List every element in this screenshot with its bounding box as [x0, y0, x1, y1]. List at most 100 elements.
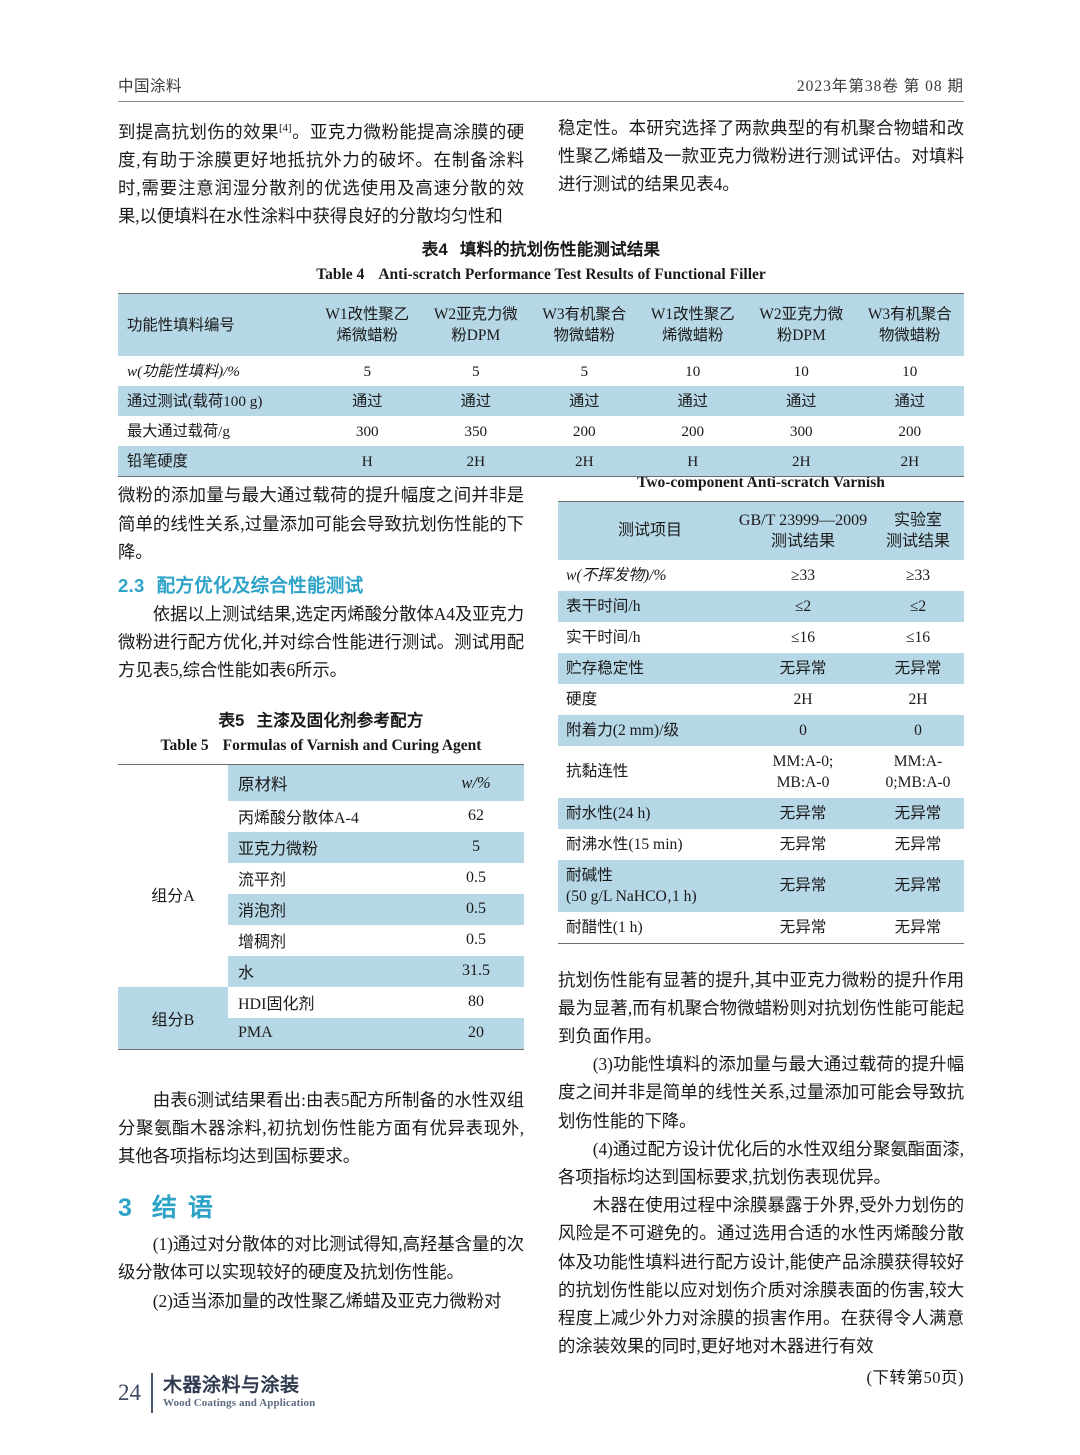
table4-block: 表4 填料的抗划伤性能测试结果 Table 4 Anti-scratch Perfo…	[118, 236, 964, 477]
table4-row-label: 铅笔硬度	[127, 452, 188, 470]
conclusion-2-cont: 抗划伤性能有显著的提升,其中亚克力微粉的提升作用最为显著,而有机聚合物微蜡粉则对…	[558, 969, 964, 1047]
table-row: w(不挥发物)/% ≥33 ≥33	[558, 559, 964, 591]
table5-material: 流平剂	[238, 872, 287, 890]
table6-gb: ≤2	[794, 597, 812, 615]
table5-header-row: 原材料 w/%	[118, 764, 524, 801]
table4-cell: 通过	[352, 392, 383, 410]
heading-3: 3 结 语	[118, 1188, 524, 1224]
table-row: 附着力(2 mm)/级 0 0	[558, 714, 964, 746]
heading-2-3: 2.3 配方优化及综合性能测试	[118, 572, 524, 598]
table-row: 耐水性(24 h) 无异常 无异常	[558, 797, 964, 829]
table6-gb: 无异常	[779, 877, 827, 895]
left-column: 到提高抗划伤的效果[4]。亚克力微粉能提高涂膜的硬度,有助于涂膜更好地抵抗外力的…	[118, 114, 524, 1388]
table6-item: 贮存稳定性	[566, 659, 644, 677]
running-head: 中国涂料 2023年第38卷 第 08 期	[118, 74, 964, 96]
table6-lab: 无异常	[894, 804, 942, 822]
paragraph-after-table5: 由表6测试结果看出:由表5配方所制备的水性双组分聚氨酯木器涂料,初抗划伤性能方面…	[118, 1089, 524, 1167]
table5-caption-en: Table 5 Formulas of Varnish and Curing Ag…	[160, 736, 482, 754]
table5-material: 丙烯酸分散体A-4	[238, 810, 359, 828]
paragraph-right-top: 稳定性。本研究选择了两款典型的有机聚合物蜡和改性聚乙烯蜡及一款亚克力微粉进行测试…	[558, 118, 964, 195]
table-row: 通过测试(载荷100 g) 通过 通过 通过 通过 通过 通过	[118, 386, 964, 416]
continued-note: (下转第50页)	[866, 1368, 964, 1388]
table5-material: 增稠剂	[238, 934, 287, 952]
table6-lab: ≤16	[905, 628, 931, 646]
conclusion-4: (4)通过配方设计优化后的水性双组分聚氨酯面漆,各项指标均达到国标要求,抗划伤表…	[558, 1138, 964, 1188]
table6-caption: 表6 水性双组分抗划伤清面漆的综合性能 Table 6 Comprehensive …	[558, 423, 964, 493]
table5-value: 31.5	[462, 962, 490, 980]
table5-value: 5	[472, 838, 480, 856]
table6-item: 附着力(2 mm)/级	[566, 721, 680, 739]
table4-header-id: 功能性填料编号	[127, 316, 235, 334]
table6-header-gb: GB/T 23999—2009 测试结果	[738, 511, 868, 550]
table5-caption: 表5 主漆及固化剂参考配方 Table 5 Formulas of Varnish …	[118, 707, 524, 756]
running-head-journal: 中国涂料	[118, 78, 183, 95]
table6-lab: 0	[914, 721, 922, 739]
table4-cell: 10	[902, 362, 918, 380]
table4-cell: 5	[363, 362, 372, 380]
table6-gb: 无异常	[779, 804, 827, 822]
table-row: 组分A 丙烯酸分散体A-4 62	[118, 800, 524, 905]
table5-value: 62	[468, 807, 484, 825]
table4-cell: 2H	[791, 452, 811, 470]
footer-journal-cn: 木器涂料与涂装	[163, 1374, 300, 1396]
right-column: 稳定性。本研究选择了两款典型的有机聚合物蜡和改性聚乙烯蜡及一款亚克力微粉进行测试…	[558, 114, 964, 1388]
page-footer: 24 木器涂料与涂装 Wood Coatings and Application	[118, 1373, 315, 1413]
table6-lab: ≥33	[905, 566, 931, 584]
table5-material: 水	[238, 965, 255, 983]
table6-lab: 无异常	[894, 835, 942, 853]
paragraph-final: 木器在使用过程中涂膜暴露于外界,受外力划伤的风险是不可避免的。通过选用合适的水性…	[558, 1195, 964, 1357]
reference-marker: [4]	[278, 122, 292, 134]
conclusion-3: (3)功能性填料的添加量与最大通过载荷的提升幅度之间并非是简单的线性关系,过量添…	[558, 1054, 964, 1131]
table6-lab: 无异常	[894, 877, 942, 895]
table4-cell: 通过	[460, 392, 491, 410]
table6-item: 耐水性(24 h)	[566, 804, 651, 822]
table4-cell: 2H	[466, 452, 486, 470]
table4-cell: 350	[464, 422, 488, 440]
table5-caption-cn: 表5 主漆及固化剂参考配方	[218, 711, 424, 730]
table5-group-b: 组分B	[118, 986, 228, 1050]
table4-caption: 表4 填料的抗划伤性能测试结果 Table 4 Anti-scratch Perfo…	[118, 236, 964, 285]
table4-row-label: 最大通过载荷/g	[127, 422, 230, 440]
table5-value: 20	[468, 1024, 484, 1042]
table5-header-material: 原材料	[238, 774, 288, 794]
table6-header-item: 测试项目	[617, 522, 682, 540]
running-head-issue: 2023年第38卷 第 08 期	[796, 78, 964, 95]
table4-cell: 200	[681, 422, 705, 440]
table4-cell: 通过	[894, 392, 925, 410]
table4-row-label: 通过测试(载荷100 g)	[127, 392, 263, 410]
heading-2-3-number: 2.3	[118, 575, 145, 597]
table6-gb: 2H	[793, 690, 813, 708]
table6-item: 耐醋性(1 h)	[566, 918, 643, 936]
table4-row-label: w(功能性填料)/%	[127, 362, 241, 380]
table4-cell: 300	[355, 422, 379, 440]
table-row: 贮存稳定性 无异常 无异常	[558, 652, 964, 684]
table5: 原材料 w/% 组分A 丙烯酸分散体A-4 62 亚克力微粉 5 流平剂	[118, 764, 524, 1050]
table-row: 耐醋性(1 h) 无异常 无异常	[558, 911, 964, 944]
table6-item: 耐碱性 (50 g/L NaHCO‚1 h)	[566, 866, 697, 905]
table4-header-col2: W2亚克力微 粉DPM	[433, 306, 518, 344]
paragraph-after-table4: 由表4测试结果看出:适当添加量的改性聚乙烯及亚克力微粉对抗划伤性能有显著的提升,…	[118, 372, 524, 562]
table-row: w(功能性填料)/% 5 5 5 10 10 10	[118, 356, 964, 386]
table-row: 耐沸水性(15 min) 无异常 无异常	[558, 828, 964, 860]
table-row: 组分B HDI固化剂 80	[118, 986, 524, 1050]
table5-value: 80	[468, 993, 484, 1011]
paragraph-2-3: 依据以上测试结果,选定丙烯酸分散体A4及亚克力微粉进行配方优化,并对综合性能进行…	[118, 604, 524, 681]
table6-lab: 无异常	[894, 659, 942, 677]
heading-3-text: 结 语	[151, 1194, 215, 1223]
conclusion-1: (1)通过对分散体的对比测试得知,高羟基含量的次级分散体可以实现较好的硬度及抗划…	[118, 1234, 524, 1283]
table4-caption-cn: 表4 填料的抗划伤性能测试结果	[421, 241, 661, 259]
paragraph-left-top: 到提高抗划伤的效果[4]。亚克力微粉能提高涂膜的硬度,有助于涂膜更好地抵抗外力的…	[118, 121, 524, 227]
table6-item: 耐沸水性(15 min)	[566, 835, 683, 853]
table6-header-row: 测试项目 GB/T 23999—2009 测试结果 实验室 测试结果	[558, 501, 964, 560]
table6-item: 实干时间/h	[566, 628, 641, 646]
table6-gb: 无异常	[779, 835, 827, 853]
table6-lab: MM:A- 0;MB:A-0	[885, 752, 951, 791]
table-row: 实干时间/h ≤16 ≤16	[558, 621, 964, 653]
table4-cell: 通过	[786, 392, 817, 410]
heading-3-number: 3	[118, 1194, 134, 1223]
table6-gb: 无异常	[779, 659, 827, 677]
table4-cell: 200	[572, 422, 596, 440]
table4-header-row: 功能性填料编号 W1改性聚乙 烯微蜡粉 W2亚克力微 粉DPM W3有机聚合 物…	[118, 293, 964, 356]
table6-gb: ≤16	[790, 628, 816, 646]
